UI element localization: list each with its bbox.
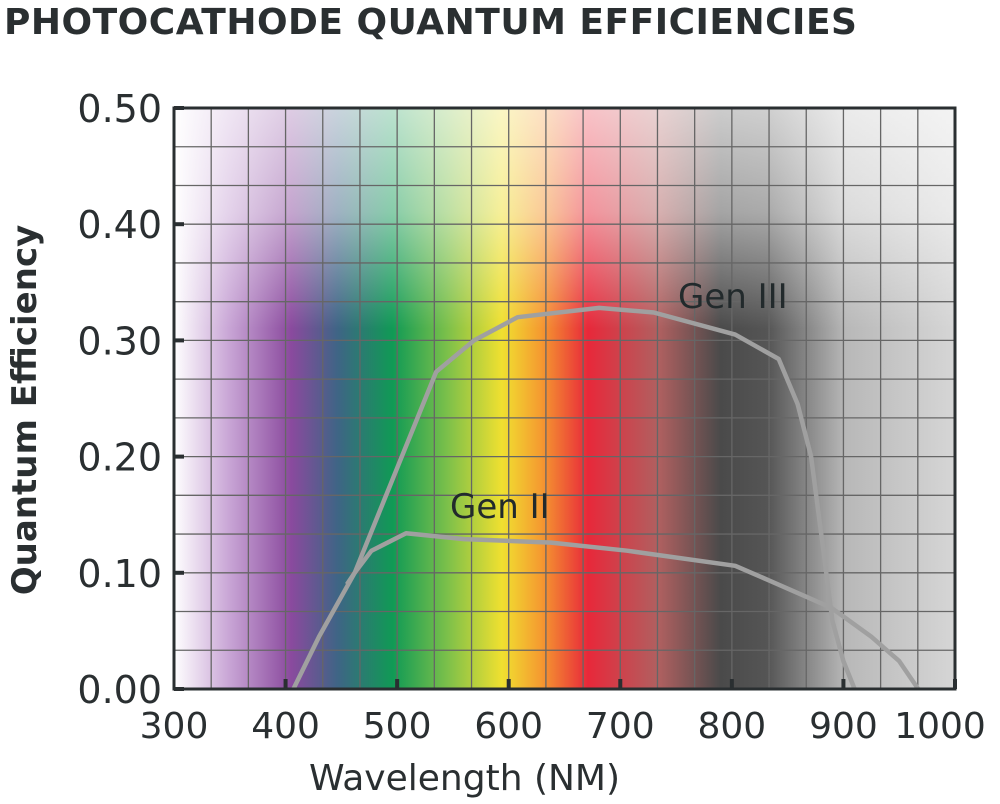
series-label-gen-iii: Gen III [678,277,788,317]
x-tick-label: 1000 [894,706,986,747]
y-tick-label: 0.20 [77,436,162,480]
x-tick-label: 300 [140,706,209,747]
x-tick-label: 600 [474,706,543,747]
y-tick-label: 0.00 [77,668,162,712]
x-tick-label: 900 [809,706,878,747]
y-tick-label: 0.40 [77,203,162,247]
spectrum-fade [174,108,955,689]
x-tick-label: 500 [363,706,432,747]
x-tick-label: 400 [251,706,320,747]
chart-title: PHOTOCATHODE QUANTUM EFFICIENCIES [4,2,858,43]
y-tick-label: 0.30 [77,319,162,363]
series-line-gen-iii [291,305,857,690]
x-tick-label: 800 [697,706,766,747]
series-label-gen-ii: Gen II [450,487,550,527]
plot-frame [172,106,957,691]
y-axis-label: Quantum Efficiency [5,225,45,596]
x-tick-label: 700 [586,706,655,747]
y-tick-label: 0.10 [77,552,162,596]
series-line-gen-ii [345,531,921,691]
x-axis-label: Wavelength (NM) [309,758,620,799]
y-tick-label: 0.50 [77,87,162,131]
